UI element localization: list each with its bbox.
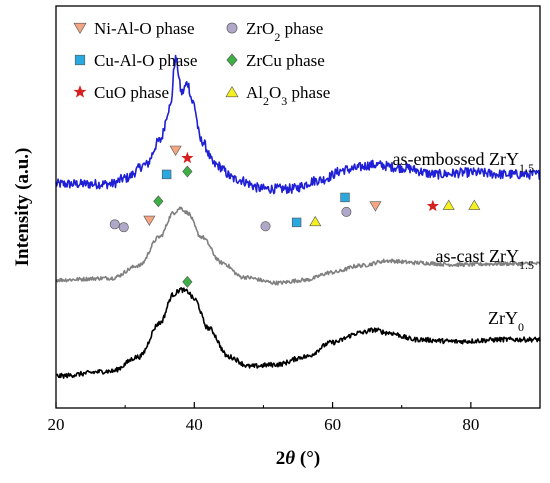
nialo-marker bbox=[369, 201, 382, 212]
al2o3-marker bbox=[468, 199, 481, 210]
legend-label-cualo: Cu-Al-O phase bbox=[94, 51, 197, 70]
series-line-1 bbox=[55, 206, 541, 286]
x-tick-label: 20 bbox=[48, 415, 65, 434]
al2o3-marker bbox=[442, 199, 455, 210]
legend-label-part: CuO phase bbox=[94, 83, 169, 102]
legend-label-part: phase bbox=[280, 19, 323, 38]
y-axis-title: Intensity (a.u.) bbox=[12, 148, 33, 267]
legend-label-cuo: CuO phase bbox=[94, 83, 169, 102]
zro2-marker bbox=[109, 219, 120, 230]
legend-label-part: Ni-Al-O phase bbox=[94, 19, 195, 38]
plot-frame bbox=[55, 5, 541, 409]
nialo-marker bbox=[143, 215, 156, 227]
phase-markers-layer bbox=[109, 145, 481, 288]
x-tick-label: 60 bbox=[324, 415, 341, 434]
x-axis-ticks: 20 40 60 80 bbox=[48, 402, 541, 434]
curves-layer bbox=[55, 54, 541, 379]
legend-label-part: 3 bbox=[281, 94, 287, 108]
zro2-marker bbox=[260, 221, 271, 232]
x-tick-label: 40 bbox=[186, 415, 203, 434]
legend-marker-cuo bbox=[73, 85, 87, 98]
zrcu-marker bbox=[182, 165, 193, 178]
legend-label-zro2: ZrO2 phase bbox=[246, 19, 323, 44]
legend-marker-al2o3 bbox=[225, 86, 239, 98]
legend-label-part: ZrCu phase bbox=[246, 51, 325, 70]
nialo-marker bbox=[169, 145, 182, 156]
al2o3-marker bbox=[309, 215, 322, 227]
curve-label-2: ZrY0 bbox=[488, 308, 524, 334]
legend-label-part: Al bbox=[246, 83, 263, 102]
legend-label-part: Cu-Al-O phase bbox=[94, 51, 197, 70]
legend-marker-zrcu bbox=[226, 53, 238, 67]
legend-marker-cualo bbox=[74, 54, 86, 66]
legend-marker-nialo bbox=[73, 22, 87, 34]
cualo-marker bbox=[291, 217, 302, 228]
cualo-marker bbox=[161, 169, 172, 180]
cualo-marker bbox=[340, 192, 350, 203]
legend-label-al2o3: Al2O3 phase bbox=[246, 83, 330, 108]
legend-label-part: O bbox=[269, 83, 281, 102]
legend-label-zrcu: ZrCu phase bbox=[246, 51, 325, 70]
cuo-marker bbox=[426, 199, 439, 212]
zrcu-marker bbox=[182, 275, 193, 288]
curve-labels-layer: as-embossed ZrY1.5 as-cast ZrY1.5 ZrY0 bbox=[393, 149, 534, 334]
curve-label-1: as-cast ZrY1.5 bbox=[436, 246, 534, 272]
zro2-marker bbox=[118, 222, 129, 233]
x-axis-title: 2θ (°) bbox=[276, 448, 320, 469]
legend-label-part: 2 bbox=[274, 30, 280, 44]
curve-label-0: as-embossed ZrY1.5 bbox=[393, 149, 534, 175]
legend-label-part: 2 bbox=[263, 94, 269, 108]
cuo-marker bbox=[181, 151, 194, 164]
series-line-0 bbox=[55, 54, 541, 195]
zrcu-marker bbox=[153, 195, 164, 208]
legend-marker-zro2 bbox=[226, 22, 238, 34]
legend-label-part: phase bbox=[287, 83, 330, 102]
zro2-marker bbox=[341, 206, 352, 217]
legend-label-part: ZrO bbox=[246, 19, 274, 38]
x-tick-label: 80 bbox=[462, 415, 479, 434]
legend-label-nialo: Ni-Al-O phase bbox=[94, 19, 195, 38]
series-line-2 bbox=[55, 287, 541, 379]
